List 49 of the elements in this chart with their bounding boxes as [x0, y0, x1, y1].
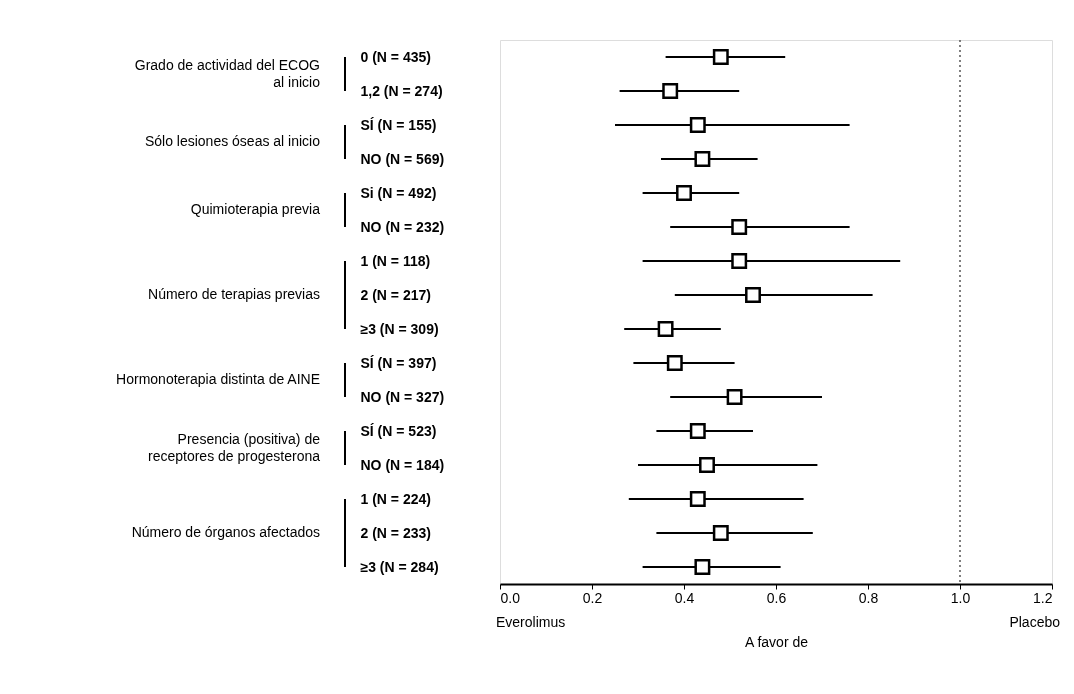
y-tick-label: SÍ (N = 155)	[360, 116, 437, 133]
x-tick-label: 0.2	[582, 589, 603, 606]
point	[689, 117, 706, 133]
text: Hormonoterapia distinta de AINE	[116, 371, 320, 387]
text: Sólo lesiones óseas al inicio	[144, 133, 321, 149]
point	[694, 151, 711, 167]
text: Placebo	[1009, 614, 1061, 630]
point	[731, 253, 748, 269]
point	[726, 389, 743, 405]
point	[699, 457, 715, 473]
x-tick-label: 1.0	[950, 589, 971, 606]
x-tick-label: 1.2	[1033, 589, 1053, 606]
point	[745, 287, 761, 303]
text: Número de órganos afectados	[131, 524, 320, 540]
text: Número de terapias previas	[148, 286, 320, 302]
x-tick-label: 0.0	[500, 589, 521, 606]
point	[694, 559, 711, 575]
text: Everolimus	[496, 614, 566, 630]
x-tick-label: 0.4	[674, 589, 695, 606]
y-tick-label: 0 (N = 435)	[360, 48, 431, 65]
y-tick-label: NO (N = 327)	[360, 388, 445, 405]
x-axis-title: A favor de	[744, 633, 809, 650]
point	[689, 491, 706, 507]
text: Grado de actividad del ECOG al inicio	[134, 57, 321, 90]
y-tick-label: ≥3 (N = 284)	[360, 558, 439, 575]
y-tick-label: NO (N = 232)	[360, 218, 445, 235]
y-tick-label: 1 (N = 118)	[360, 252, 431, 269]
y-tick-label: NO (N = 569)	[360, 150, 445, 167]
y-tick-label: Si (N = 492)	[360, 184, 437, 201]
y-tick-label: NO (N = 184)	[360, 456, 445, 473]
point	[731, 219, 748, 235]
text: Presencia (positiva) de receptores de progesterona	[148, 431, 321, 464]
y-tick-label: 2 (N = 233)	[360, 524, 431, 541]
y-tick-label: SÍ (N = 397)	[360, 354, 437, 371]
y-tick-label: ≥3 (N = 309)	[360, 320, 439, 337]
point	[689, 423, 706, 439]
point	[676, 185, 692, 201]
x-tick-label: 0.6	[766, 589, 787, 606]
text: Quimioterapia previa	[190, 201, 321, 217]
y-tick-label: 1,2 (N = 274)	[360, 82, 443, 99]
y-tick-label: SÍ (N = 523)	[360, 422, 437, 439]
point	[662, 83, 679, 99]
point	[712, 49, 729, 65]
point	[657, 321, 674, 337]
point	[712, 525, 729, 541]
point	[666, 355, 683, 371]
x-tick-label: 0.8	[858, 589, 879, 606]
y-tick-label: 2 (N = 217)	[360, 286, 431, 303]
y-tick-label: 1 (N = 224)	[360, 490, 431, 507]
